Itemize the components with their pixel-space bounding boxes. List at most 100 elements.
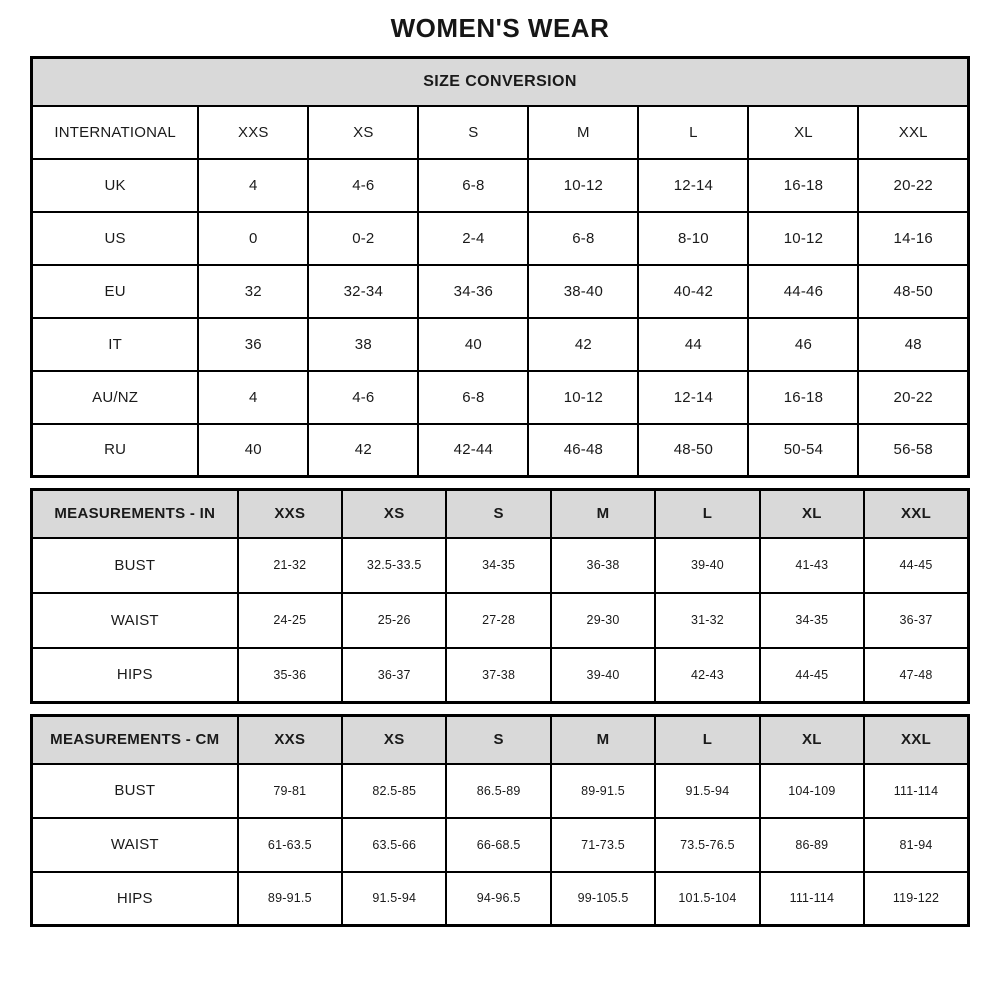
cell-value: 89-91.5 bbox=[236, 870, 344, 927]
size-conversion-table: SIZE CONVERSION INTERNATIONAL XXS XS S M L XL XX… bbox=[30, 56, 970, 478]
cell-value: 4-6 bbox=[307, 157, 420, 213]
cell-value: 4 bbox=[197, 157, 310, 213]
cell-value: 32 bbox=[197, 263, 310, 319]
cell-value: 29-30 bbox=[549, 591, 657, 649]
measurements-in-header-s: S bbox=[445, 488, 552, 539]
measurements-cm-header-xxs: XXS bbox=[236, 714, 344, 765]
tables-container: SIZE CONVERSION INTERNATIONAL XXS XS S M L XL XX… bbox=[30, 56, 970, 927]
measurements-in-header-xxs: XXS bbox=[236, 488, 344, 539]
row-label: INTERNATIONAL bbox=[30, 104, 200, 160]
row-label: US bbox=[30, 210, 200, 266]
cell-value: 35-36 bbox=[236, 646, 344, 704]
cell-value: 40-42 bbox=[637, 263, 750, 319]
cell-value: 48 bbox=[857, 316, 970, 372]
measurements-in-header-label: MEASUREMENTS - IN bbox=[30, 488, 239, 539]
cell-value: 48-50 bbox=[637, 422, 750, 478]
cell-value: 12-14 bbox=[637, 369, 750, 425]
measurements-cm-row-waist: WAIST 61-63.5 63.5-66 66-68.5 71-73.5 73.5-76… bbox=[30, 816, 970, 873]
size-conversion-row-international: INTERNATIONAL XXS XS S M L XL XXL bbox=[30, 104, 970, 160]
cell-value: M bbox=[527, 104, 640, 160]
cell-value: 39-40 bbox=[654, 536, 761, 594]
measurements-in-row-waist: WAIST 24-25 25-26 27-28 29-30 31-32 34-35 36-37 bbox=[30, 591, 970, 649]
cell-value: 111-114 bbox=[863, 762, 970, 819]
measurements-in-table: MEASUREMENTS - IN XXS XS S M L XL XXL BUST 21-32 3… bbox=[30, 488, 970, 704]
row-label: HIPS bbox=[30, 870, 239, 927]
cell-value: 44 bbox=[637, 316, 750, 372]
cell-value: 94-96.5 bbox=[445, 870, 552, 927]
row-label: HIPS bbox=[30, 646, 239, 704]
measurements-cm-header-xl: XL bbox=[758, 714, 866, 765]
cell-value: 40 bbox=[417, 316, 530, 372]
cell-value: 42 bbox=[527, 316, 640, 372]
cell-value: 10-12 bbox=[747, 210, 860, 266]
cell-value: 47-48 bbox=[863, 646, 970, 704]
cell-value: 73.5-76.5 bbox=[654, 816, 761, 873]
cell-value: 4 bbox=[197, 369, 310, 425]
cell-value: XXS bbox=[197, 104, 310, 160]
measurements-cm-row-hips: HIPS 89-91.5 91.5-94 94-96.5 99-105.5 101.5-1… bbox=[30, 870, 970, 927]
cell-value: 2-4 bbox=[417, 210, 530, 266]
size-conversion-banner-row: SIZE CONVERSION bbox=[30, 56, 970, 107]
cell-value: 4-6 bbox=[307, 369, 420, 425]
cell-value: 41-43 bbox=[758, 536, 866, 594]
cell-value: 79-81 bbox=[236, 762, 344, 819]
measurements-in-header-row: MEASUREMENTS - IN XXS XS S M L XL XXL bbox=[30, 488, 970, 539]
measurements-cm-header-l: L bbox=[654, 714, 761, 765]
row-label: UK bbox=[30, 157, 200, 213]
cell-value: 37-38 bbox=[445, 646, 552, 704]
cell-value: 38-40 bbox=[527, 263, 640, 319]
cell-value: 42 bbox=[307, 422, 420, 478]
measurements-cm-header-s: S bbox=[445, 714, 552, 765]
cell-value: 6-8 bbox=[527, 210, 640, 266]
measurements-in-header-l: L bbox=[654, 488, 761, 539]
cell-value: XXL bbox=[857, 104, 970, 160]
measurements-cm-table: MEASUREMENTS - CM XXS XS S M L XL XXL BUST 79-81 8… bbox=[30, 714, 970, 927]
measurements-cm-header-row: MEASUREMENTS - CM XXS XS S M L XL XXL bbox=[30, 714, 970, 765]
measurements-in-header-xl: XL bbox=[758, 488, 866, 539]
cell-value: 10-12 bbox=[527, 369, 640, 425]
cell-value: 6-8 bbox=[417, 369, 530, 425]
row-label: WAIST bbox=[30, 591, 239, 649]
cell-value: 44-45 bbox=[758, 646, 866, 704]
cell-value: 91.5-94 bbox=[654, 762, 761, 819]
cell-value: 34-35 bbox=[445, 536, 552, 594]
size-conversion-banner: SIZE CONVERSION bbox=[30, 56, 970, 107]
cell-value: 16-18 bbox=[747, 369, 860, 425]
cell-value: 46 bbox=[747, 316, 860, 372]
cell-value: 56-58 bbox=[857, 422, 970, 478]
cell-value: XL bbox=[747, 104, 860, 160]
cell-value: 101.5-104 bbox=[654, 870, 761, 927]
cell-value: 31-32 bbox=[654, 591, 761, 649]
measurements-cm-header-xs: XS bbox=[341, 714, 448, 765]
row-label: IT bbox=[30, 316, 200, 372]
cell-value: 66-68.5 bbox=[445, 816, 552, 873]
cell-value: 111-114 bbox=[758, 870, 866, 927]
measurements-cm-header-label: MEASUREMENTS - CM bbox=[30, 714, 239, 765]
size-conversion-row-uk: UK 4 4-6 6-8 10-12 12-14 16-18 20-22 bbox=[30, 157, 970, 213]
cell-value: 104-109 bbox=[758, 762, 866, 819]
cell-value: 25-26 bbox=[341, 591, 448, 649]
measurements-in-row-bust: BUST 21-32 32.5-33.5 34-35 36-38 39-40 41-43 44… bbox=[30, 536, 970, 594]
cell-value: 44-46 bbox=[747, 263, 860, 319]
cell-value: 34-35 bbox=[758, 591, 866, 649]
measurements-in-header-xxl: XXL bbox=[863, 488, 970, 539]
cell-value: 36 bbox=[197, 316, 310, 372]
cell-value: 24-25 bbox=[236, 591, 344, 649]
cell-value: 61-63.5 bbox=[236, 816, 344, 873]
measurements-in-row-hips: HIPS 35-36 36-37 37-38 39-40 42-43 44-45 47-48 bbox=[30, 646, 970, 704]
cell-value: 10-12 bbox=[527, 157, 640, 213]
cell-value: 86-89 bbox=[758, 816, 866, 873]
cell-value: 6-8 bbox=[417, 157, 530, 213]
cell-value: 38 bbox=[307, 316, 420, 372]
cell-value: 32-34 bbox=[307, 263, 420, 319]
cell-value: 8-10 bbox=[637, 210, 750, 266]
cell-value: 0-2 bbox=[307, 210, 420, 266]
cell-value: 99-105.5 bbox=[549, 870, 657, 927]
size-conversion-row-eu: EU 32 32-34 34-36 38-40 40-42 44-46 48-50 bbox=[30, 263, 970, 319]
cell-value: 36-37 bbox=[863, 591, 970, 649]
cell-value: L bbox=[637, 104, 750, 160]
measurements-cm-header-m: M bbox=[549, 714, 657, 765]
cell-value: 81-94 bbox=[863, 816, 970, 873]
cell-value: 21-32 bbox=[236, 536, 344, 594]
row-label: BUST bbox=[30, 536, 239, 594]
